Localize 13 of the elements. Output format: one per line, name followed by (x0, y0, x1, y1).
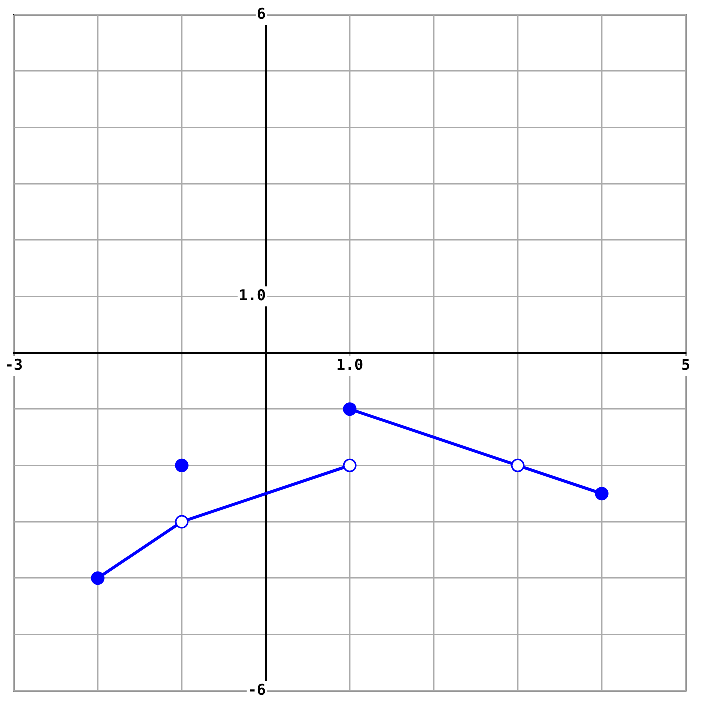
y-tick-label: 6 (256, 4, 266, 23)
x-tick-label: 1.0 (336, 356, 364, 374)
y-tick-label: 1.0 (238, 286, 266, 305)
y-tick-label: -6 (248, 680, 266, 699)
point (511, 458, 525, 472)
x-tick-label: -3 (4, 356, 24, 374)
point (175, 458, 189, 472)
x-tick-label: 5 (681, 356, 691, 374)
point (91, 572, 105, 586)
point (595, 487, 609, 501)
point (343, 458, 357, 472)
point (343, 402, 357, 416)
point (175, 515, 189, 529)
